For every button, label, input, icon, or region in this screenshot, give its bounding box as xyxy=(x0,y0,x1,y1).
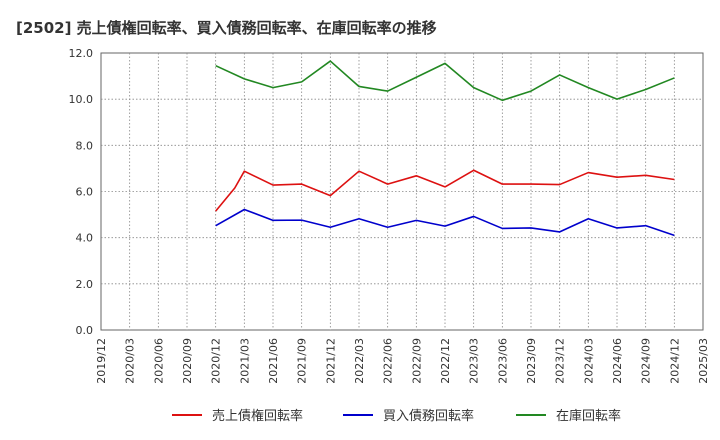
y-tick-label: 2.0 xyxy=(76,278,94,291)
x-tick-label: 2022/09 xyxy=(410,338,423,384)
x-tick-label: 2022/03 xyxy=(353,338,366,384)
legend-label-3: 在庫回転率 xyxy=(556,408,621,424)
x-tick-label: 2023/12 xyxy=(554,338,567,384)
x-tick-label: 2023/09 xyxy=(525,338,538,384)
y-tick-label: 10.0 xyxy=(69,93,94,106)
axis-layer: 0.0 2.0 4.0 6.0 8.0 10.0 12.0 2019/12 2020/03 202… xyxy=(69,47,711,384)
x-tick-label: 2020/09 xyxy=(181,338,194,384)
y-tick-label: 8.0 xyxy=(76,139,94,152)
x-tick-label: 2021/06 xyxy=(267,338,280,384)
x-tick-label: 2024/12 xyxy=(668,338,681,384)
x-tick-label: 2024/03 xyxy=(582,338,595,384)
grid-layer xyxy=(100,52,704,331)
x-tick-label: 2023/06 xyxy=(496,338,509,384)
x-tick-label: 2024/09 xyxy=(640,338,653,384)
x-tick-label: 2024/06 xyxy=(611,338,624,384)
legend: 売上債権回転率 買入債務回転率 在庫回転率 xyxy=(172,408,621,424)
x-tick-label: 2022/12 xyxy=(439,338,452,384)
x-tick-label: 2020/12 xyxy=(210,338,223,384)
x-tick-label: 2020/03 xyxy=(124,338,137,384)
series-line-2 xyxy=(215,208,675,237)
series-layer xyxy=(215,60,675,237)
y-tick-label: 4.0 xyxy=(76,232,94,245)
chart-title: [2502] 売上債権回転率、買入債務回転率、在庫回転率の推移 xyxy=(16,19,437,37)
x-tick-label: 2021/12 xyxy=(324,338,337,384)
series-line-3 xyxy=(215,60,675,102)
x-tick-label: 2022/06 xyxy=(382,338,395,384)
x-tick-label: 2023/03 xyxy=(468,338,481,384)
y-tick-label: 6.0 xyxy=(76,186,94,199)
y-tick-label: 12.0 xyxy=(69,47,94,60)
x-tick-label: 2019/12 xyxy=(95,338,108,384)
x-tick-label: 2021/09 xyxy=(296,338,309,384)
x-tick-label: 2025/03 xyxy=(697,338,710,384)
y-tick-label: 0.0 xyxy=(76,324,94,337)
series-line-1 xyxy=(215,169,675,212)
x-tick-label: 2021/03 xyxy=(238,338,251,384)
legend-label-2: 買入債務回転率 xyxy=(383,408,474,424)
x-tick-label: 2020/06 xyxy=(152,338,165,384)
legend-label-1: 売上債権回転率 xyxy=(212,408,303,424)
